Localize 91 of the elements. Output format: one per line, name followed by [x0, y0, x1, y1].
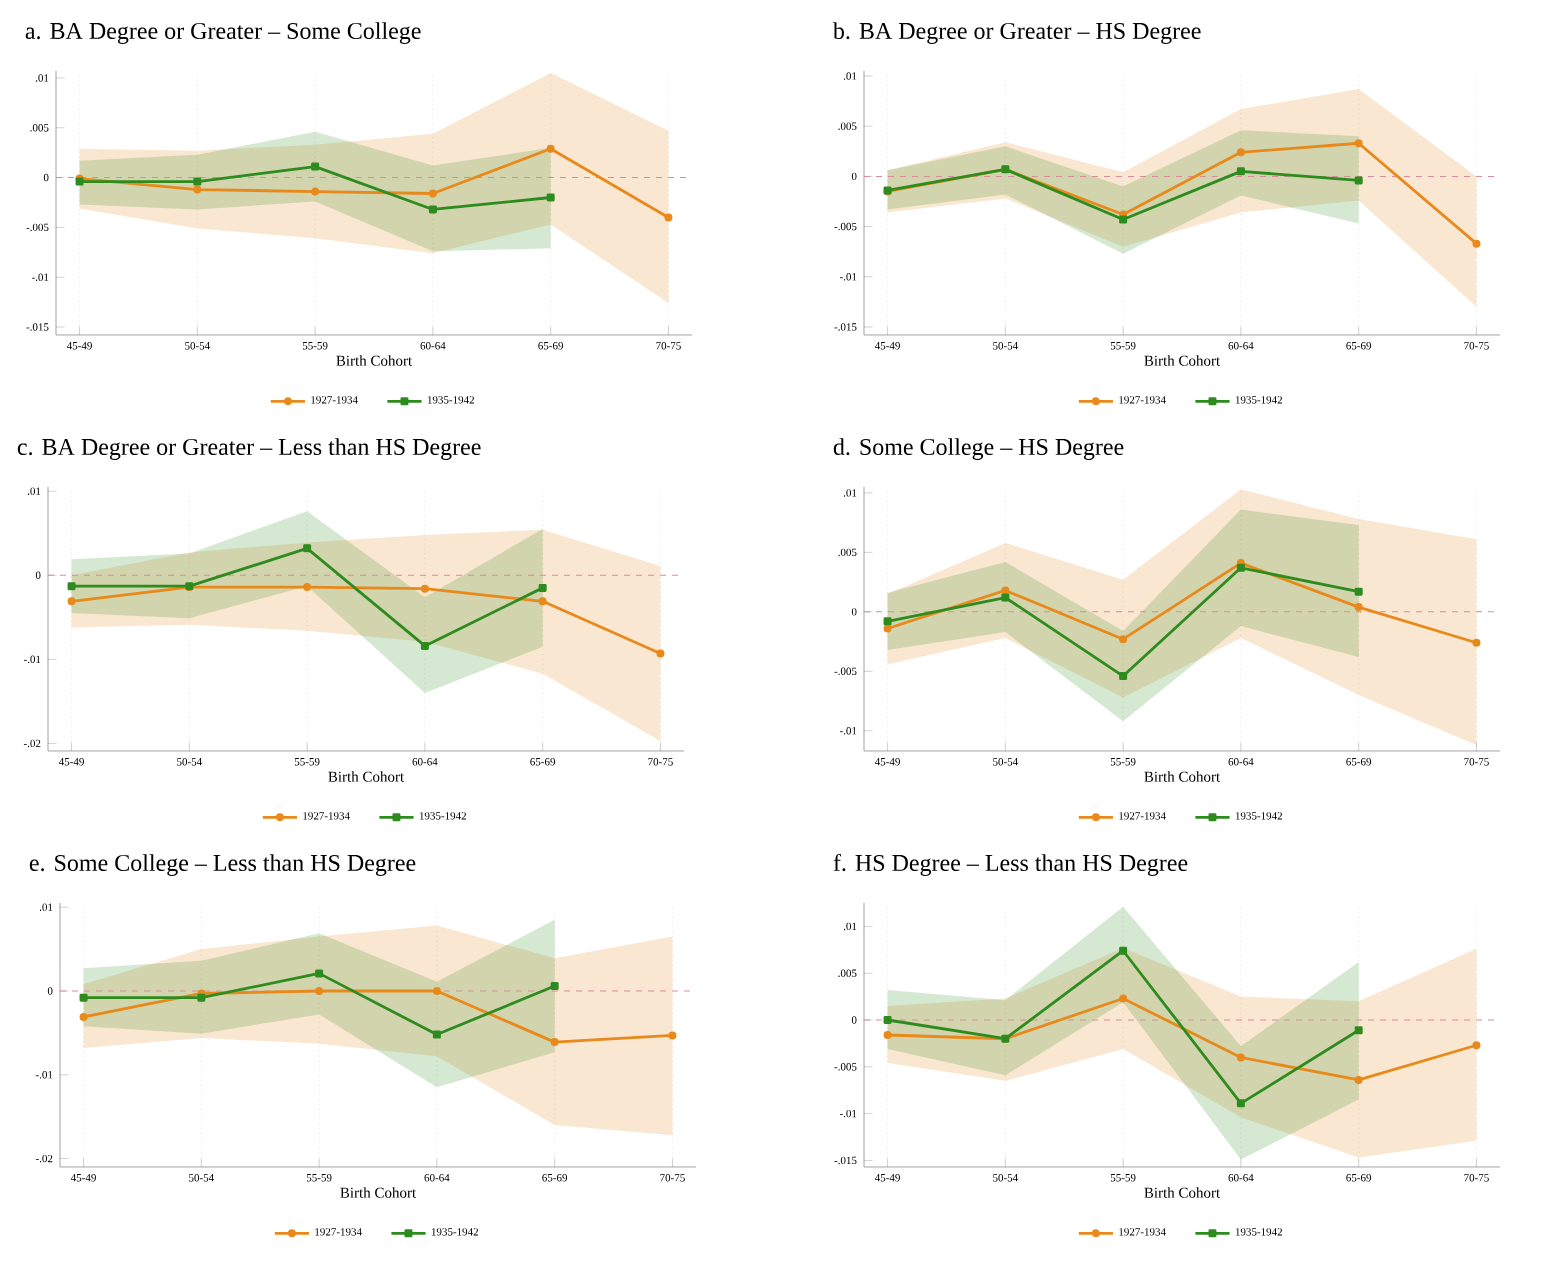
legend-label: 1927-1934 — [1119, 812, 1166, 820]
x-tick-label: 55-59 — [1110, 758, 1136, 766]
x-tick-label: 45-49 — [874, 1174, 900, 1182]
x-tick-label: 55-59 — [1110, 1174, 1136, 1182]
y-tick-label: -.015 — [834, 323, 857, 331]
chart-title: f. HS Degree – Less than HS Degree — [833, 853, 1188, 876]
y-tick-label: .005 — [838, 548, 857, 557]
x-tick-label: 70-75 — [648, 758, 673, 766]
x-tick-label: 70-75 — [1464, 342, 1489, 350]
y-tick-label: 0 — [47, 987, 53, 995]
y-tick-label: .01 — [843, 489, 857, 497]
y-tick-label: .005 — [838, 122, 857, 130]
y-tick-label: -.01 — [839, 273, 857, 281]
y-tick-label: .01 — [27, 487, 41, 495]
x-axis-title: Birth Cohort — [1144, 1187, 1221, 1198]
x-tick-label: 60-64 — [424, 1174, 450, 1182]
x-tick-label: 50-54 — [185, 342, 210, 350]
x-tick-label: 65-69 — [1346, 342, 1372, 350]
y-tick-label: -.005 — [26, 223, 49, 232]
x-axis-title: Birth Cohort — [336, 355, 413, 366]
x-tick-label: 50-54 — [177, 758, 202, 766]
x-tick-label: 65-69 — [1346, 758, 1372, 766]
x-tick-label: 70-75 — [1464, 1174, 1489, 1182]
x-tick-label: 50-54 — [993, 1174, 1018, 1182]
y-tick-label: .01 — [35, 74, 49, 82]
y-tick-label: 0 — [851, 608, 857, 616]
y-tick-label: -.005 — [834, 222, 857, 231]
y-tick-label: -.01 — [35, 1071, 53, 1079]
x-tick-label: 60-64 — [412, 758, 438, 766]
x-tick-label: 55-59 — [294, 758, 320, 766]
legend-label: 1927-1934 — [1119, 1228, 1166, 1236]
x-tick-label: 50-54 — [993, 758, 1018, 766]
x-tick-label: 60-64 — [1228, 342, 1254, 350]
y-tick-label: -.02 — [23, 739, 41, 748]
x-tick-label: 55-59 — [302, 342, 328, 350]
x-tick-label: 65-69 — [542, 1174, 568, 1182]
y-tick-label: -.005 — [834, 1063, 857, 1071]
y-tick-label: .01 — [843, 72, 857, 80]
chart-title: d. Some College – HS Degree — [833, 438, 1124, 460]
x-tick-label: 65-69 — [530, 758, 556, 766]
legend-label: 1927-1934 — [311, 396, 358, 404]
x-tick-label: 45-49 — [58, 758, 84, 766]
x-tick-label: 60-64 — [420, 342, 446, 350]
y-tick-label: -.02 — [35, 1154, 53, 1163]
x-tick-label: 50-54 — [993, 342, 1018, 350]
x-axis-title: Birth Cohort — [1144, 771, 1221, 782]
x-tick-label: 45-49 — [874, 342, 900, 350]
chart-title: a. BA Degree or Greater – Some College — [25, 22, 421, 44]
x-tick-label: 60-64 — [1228, 758, 1254, 766]
chart-title: c. BA Degree or Greater – Less than HS Degree — [17, 438, 481, 460]
y-tick-label: .01 — [39, 903, 53, 911]
x-tick-label: 45-49 — [874, 758, 900, 766]
x-tick-label: 55-59 — [1110, 342, 1136, 350]
x-axis-title: Birth Cohort — [340, 1187, 417, 1198]
y-tick-label: 0 — [851, 1016, 857, 1024]
x-axis-title: Birth Cohort — [1144, 355, 1221, 366]
y-tick-label: 0 — [43, 173, 49, 182]
legend-label: 1927-1934 — [315, 1228, 362, 1236]
x-tick-label: 45-49 — [70, 1174, 96, 1182]
x-tick-label: 60-64 — [1228, 1174, 1254, 1182]
y-tick-label: -.015 — [26, 323, 49, 331]
y-tick-label: -.01 — [31, 273, 49, 281]
x-tick-label: 55-59 — [306, 1174, 332, 1182]
legend-label: 1935-1942 — [427, 396, 474, 404]
y-tick-label: -.01 — [23, 655, 41, 664]
chart-title: b. BA Degree or Greater – HS Degree — [832, 22, 1201, 44]
x-tick-label: 45-49 — [66, 342, 92, 350]
y-tick-label: 0 — [35, 571, 41, 579]
y-tick-label: -.01 — [839, 1109, 857, 1118]
legend-label: 1935-1942 — [431, 1228, 478, 1236]
y-tick-label: -.015 — [834, 1156, 857, 1165]
y-tick-label: 0 — [851, 172, 857, 181]
chart-title: e. Some College – Less than HS Degree — [29, 854, 416, 876]
legend-label: 1927-1934 — [303, 812, 350, 820]
x-tick-label: 65-69 — [1346, 1174, 1372, 1182]
legend-label: 1935-1942 — [1235, 812, 1283, 820]
y-tick-label: .005 — [838, 969, 857, 977]
y-tick-label: -.01 — [839, 727, 857, 735]
x-axis-title: Birth Cohort — [328, 771, 405, 782]
y-tick-label: -.005 — [834, 667, 857, 676]
legend-label: 1935-1942 — [1235, 396, 1283, 404]
y-tick-label: .01 — [843, 922, 857, 931]
x-tick-label: 70-75 — [656, 342, 681, 350]
legend-label: 1927-1934 — [1119, 396, 1166, 404]
x-tick-label: 50-54 — [189, 1174, 214, 1182]
x-tick-label: 70-75 — [1464, 758, 1489, 766]
legend-label: 1935-1942 — [419, 812, 466, 820]
x-tick-label: 65-69 — [538, 342, 564, 350]
legend-label: 1935-1942 — [1235, 1228, 1283, 1236]
x-tick-label: 70-75 — [660, 1174, 685, 1182]
y-tick-label: .005 — [30, 124, 49, 132]
